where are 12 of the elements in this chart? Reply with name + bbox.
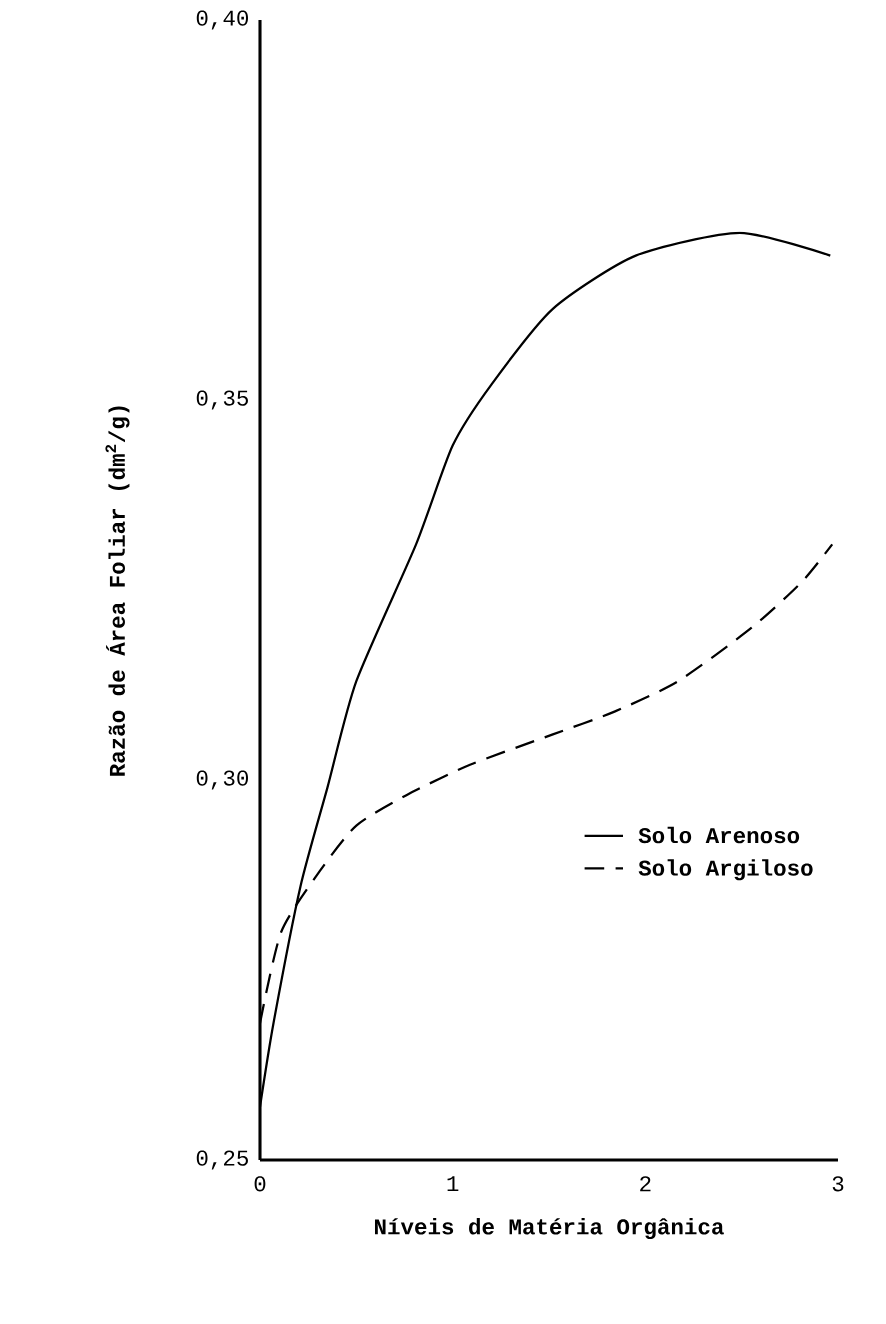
y-tick-label: 0,40 [196,10,249,30]
x-axis-title: Níveis de Matéria Orgânica [375,1218,724,1240]
y-tick-label: 0,25 [196,1150,248,1170]
y-axis-title: Razão de Área Foliar (dm$^{2}$/g) [105,406,130,776]
y-tick-label: 0,35 [196,390,248,410]
legend-label: Solo Arenoso [638,826,800,844]
x-tick-label: 3 [832,1176,844,1192]
x-tick-label: 0 [254,1176,266,1192]
x-tick-label: 1 [447,1176,459,1192]
legend-label: Solo Argiloso [638,859,813,881]
y-tick-label: 0,30 [196,770,249,790]
x-tick-label: 2 [640,1176,651,1192]
